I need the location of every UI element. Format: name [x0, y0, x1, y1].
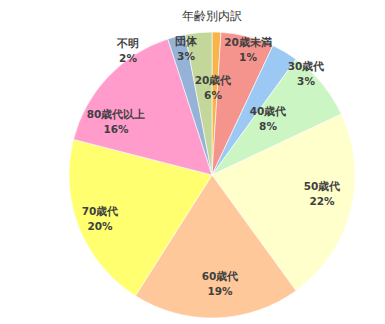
data-label: 16% — [103, 123, 129, 135]
data-label: 22% — [309, 195, 335, 207]
category-label: 80歳代以上 — [87, 108, 146, 120]
category-label: 20歳未満 — [224, 36, 272, 48]
pie — [69, 32, 355, 318]
category-label: 団体 — [175, 35, 198, 47]
chart: 年齢別内訳 20歳未満 1% 20歳代 6% 30歳代 3% 40歳代 8% 50歳代 22% 60歳… — [0, 0, 385, 324]
category-label: 20歳代 — [195, 74, 232, 86]
data-label: 6% — [204, 89, 222, 101]
category-label: 40歳代 — [250, 105, 287, 117]
data-label: 1% — [239, 51, 257, 63]
data-label: 3% — [297, 75, 315, 87]
data-label: 20% — [87, 220, 113, 232]
category-label: 60歳代 — [202, 270, 239, 282]
category-label: 不明 — [116, 37, 139, 49]
category-label: 70歳代 — [82, 205, 119, 217]
data-label: 2% — [119, 52, 137, 64]
category-label: 50歳代 — [304, 180, 341, 192]
category-label: 30歳代 — [288, 60, 325, 72]
data-label: 3% — [177, 50, 195, 62]
labels: 20歳未満 1% 20歳代 6% 30歳代 3% 40歳代 8% 50歳代 22% 60歳代 19% 7… — [82, 35, 341, 297]
title: 年齢別内訳 — [182, 9, 242, 23]
data-label: 8% — [259, 120, 277, 132]
data-label: 19% — [207, 285, 233, 297]
